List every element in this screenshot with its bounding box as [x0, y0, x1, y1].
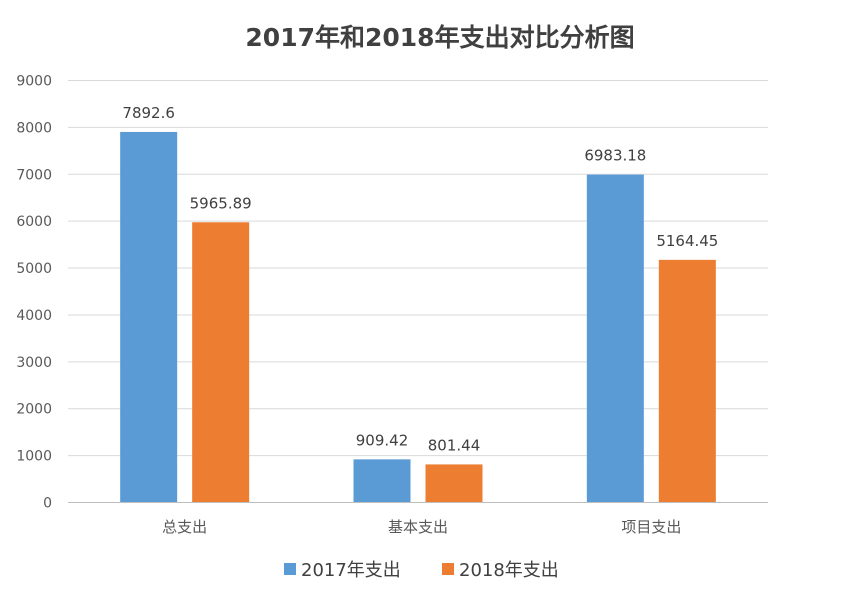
y-tick-label: 7000 — [16, 167, 52, 183]
legend-label: 2018年支出 — [459, 560, 559, 581]
x-tick-label: 基本支出 — [388, 518, 448, 536]
data-label: 5965.89 — [190, 194, 252, 212]
bar-2018 — [192, 222, 250, 502]
data-label: 5164.45 — [656, 232, 718, 250]
x-tick-label: 总支出 — [162, 518, 207, 536]
bar-2017 — [353, 459, 411, 502]
y-tick-label: 4000 — [16, 308, 52, 324]
y-tick-label: 2000 — [16, 402, 52, 418]
y-tick-label: 1000 — [16, 449, 52, 465]
bar-2017 — [586, 174, 644, 502]
y-tick-label: 8000 — [16, 120, 52, 136]
data-label: 909.42 — [356, 431, 409, 449]
y-tick-label: 3000 — [16, 355, 52, 371]
y-tick-label: 6000 — [16, 214, 52, 230]
bar-2017 — [120, 131, 178, 503]
y-tick-label: 5000 — [16, 261, 52, 277]
legend-swatch — [284, 563, 296, 575]
data-label: 801.44 — [428, 436, 481, 454]
y-tick-label: 0 — [43, 496, 52, 512]
data-label: 7892.6 — [122, 104, 175, 122]
legend-label: 2017年支出 — [301, 560, 401, 581]
chart-title: 2017年和2018年支出对比分析图 — [245, 23, 634, 52]
x-tick-label: 项目支出 — [621, 518, 681, 536]
bar-2018 — [425, 464, 483, 502]
data-label: 6983.18 — [584, 147, 646, 165]
legend-swatch — [442, 563, 454, 575]
y-tick-label: 9000 — [16, 74, 52, 90]
bar-2018 — [658, 259, 716, 502]
